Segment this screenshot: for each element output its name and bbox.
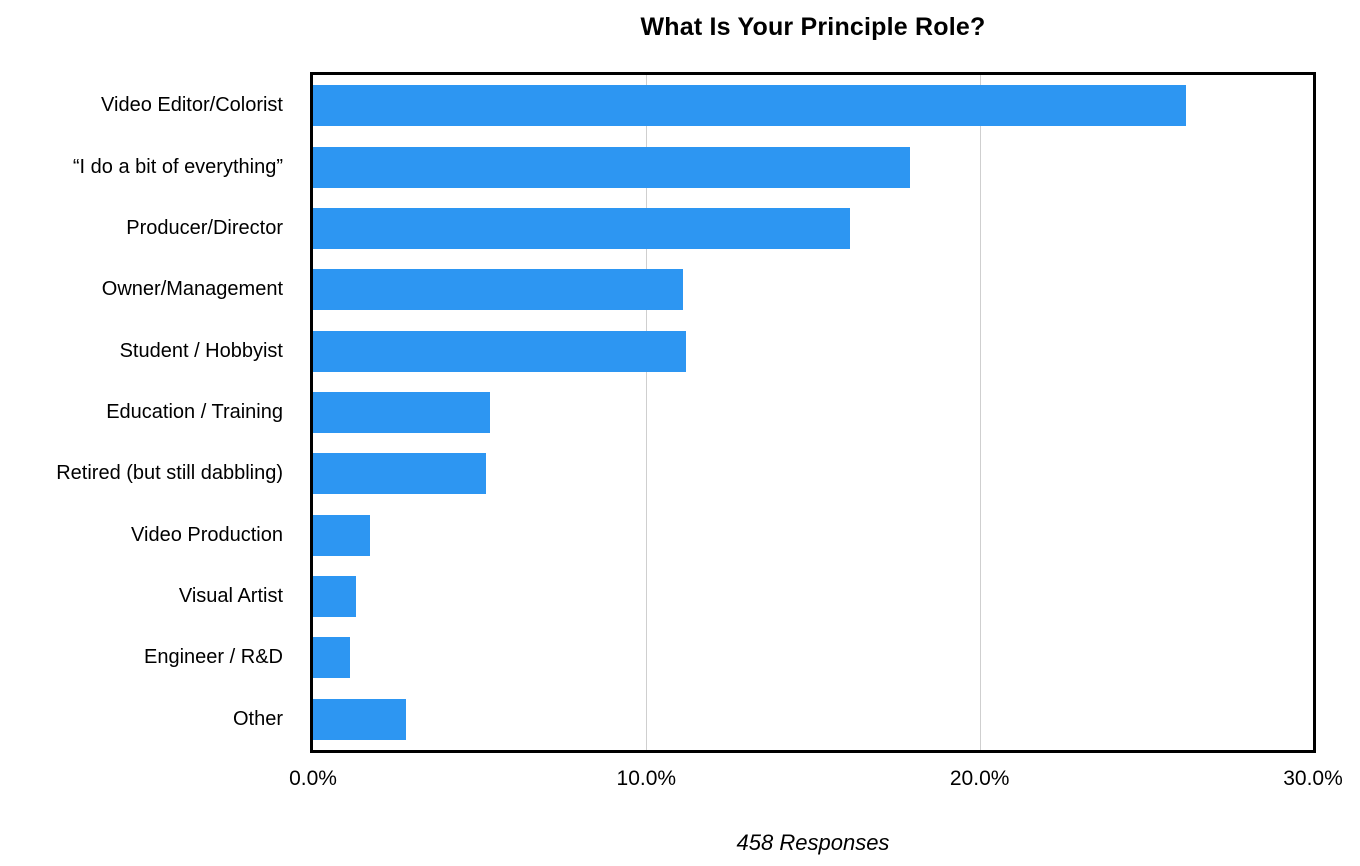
category-label: Visual Artist bbox=[178, 585, 283, 608]
bar bbox=[313, 330, 687, 372]
x-tick-label: 30.0% bbox=[1283, 767, 1343, 790]
category-label: Producer/Director bbox=[126, 216, 283, 239]
response-count-footnote: 458 Responses bbox=[736, 830, 890, 855]
bar-row bbox=[313, 259, 1313, 320]
x-axis-ticks: 0.0% 10.0% 20.0% 30.0% bbox=[289, 767, 1343, 793]
x-tick-label: 0.0% bbox=[289, 767, 337, 790]
bar bbox=[313, 453, 487, 495]
category-labels: Video Editor/Colorist “I do a bit of ever… bbox=[0, 72, 313, 753]
x-tick-label: 10.0% bbox=[616, 767, 677, 790]
bar bbox=[313, 85, 1187, 127]
plot-area bbox=[310, 72, 1316, 753]
category-label: Retired (but still dabbling) bbox=[56, 462, 283, 485]
category-label: Video Production bbox=[131, 523, 283, 546]
category-label: Other bbox=[232, 707, 283, 730]
category-label: Education / Training bbox=[106, 400, 283, 423]
x-tick-label: 20.0% bbox=[949, 767, 1010, 790]
bar-row bbox=[313, 136, 1313, 197]
bar bbox=[313, 146, 910, 188]
bar-row bbox=[313, 320, 1313, 381]
category-label: Student / Hobbyist bbox=[119, 339, 283, 362]
bar bbox=[313, 391, 490, 433]
bar-row bbox=[313, 198, 1313, 259]
bar bbox=[313, 207, 850, 249]
bar bbox=[313, 269, 683, 311]
gridline bbox=[646, 75, 648, 750]
bar-row bbox=[313, 505, 1313, 566]
chart-title: What Is Your Principle Role? bbox=[640, 13, 986, 41]
bar-row bbox=[313, 75, 1313, 136]
category-label: Engineer / R&D bbox=[144, 646, 283, 669]
gridline bbox=[979, 75, 981, 750]
category-label: “I do a bit of everything” bbox=[72, 155, 283, 178]
bar-row bbox=[313, 627, 1313, 688]
category-label: Owner/Management bbox=[101, 278, 283, 301]
bar-row bbox=[313, 566, 1313, 627]
bars-area bbox=[313, 75, 1313, 750]
bar-row bbox=[313, 382, 1313, 443]
bar bbox=[313, 514, 370, 556]
bar-row bbox=[313, 689, 1313, 750]
category-label: Video Editor/Colorist bbox=[101, 94, 283, 117]
bar bbox=[313, 698, 407, 740]
bar-row bbox=[313, 443, 1313, 504]
bar bbox=[313, 637, 350, 679]
bar bbox=[313, 576, 357, 618]
gridlines-layer bbox=[313, 75, 1313, 750]
